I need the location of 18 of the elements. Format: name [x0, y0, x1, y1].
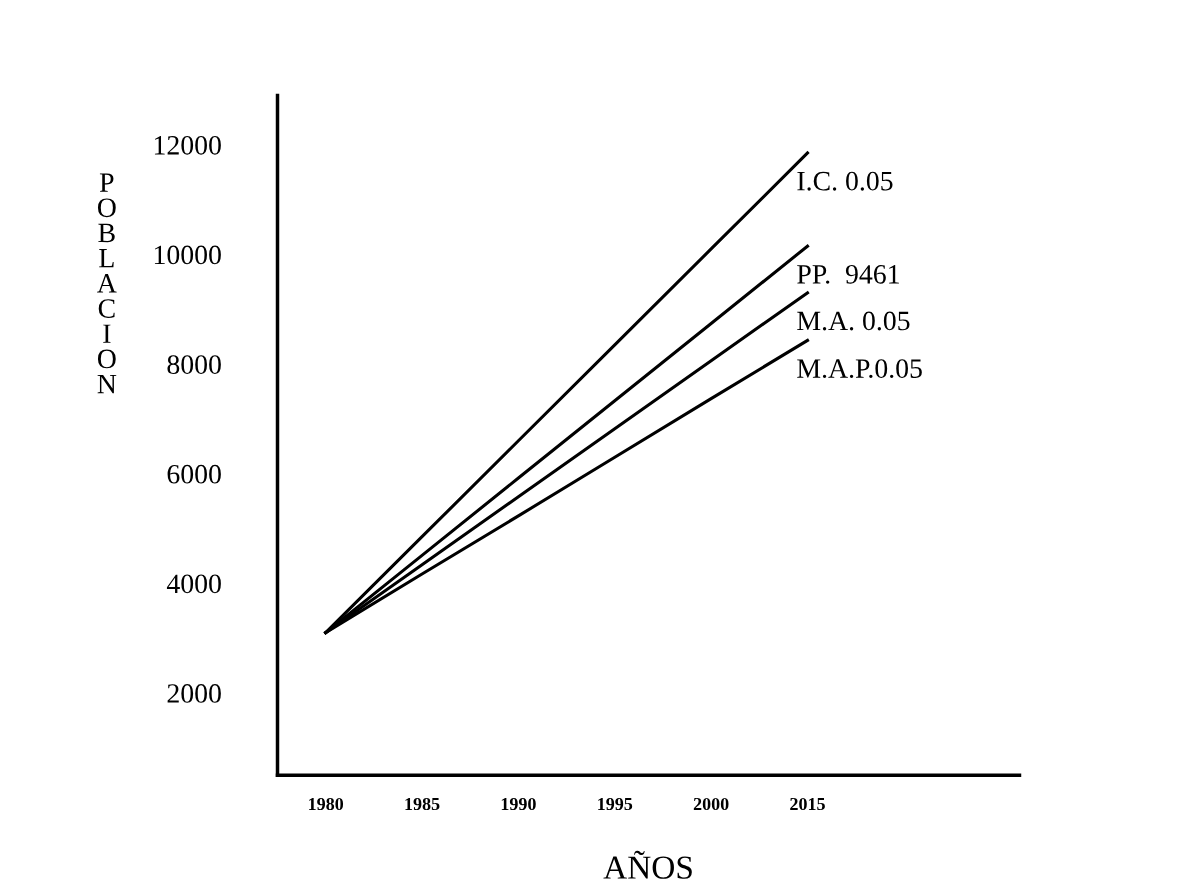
x-tick-label: 1985: [405, 797, 440, 811]
x-tick-label: 2015: [790, 797, 825, 811]
series-label: PP. 9461: [797, 265, 899, 284]
text: POBLACION: [97, 173, 117, 394]
x-tick-label: 1980: [309, 797, 344, 811]
y-tick-label: 10000: [154, 245, 221, 265]
x-tick-label: 1990: [501, 797, 536, 811]
x-tick-label: 2000: [693, 797, 729, 811]
x-tick-label: 1995: [598, 797, 633, 811]
series-label: M.A.P.0.05: [797, 359, 922, 379]
series-label: M.A. 0.05: [797, 311, 910, 331]
y-tick-label: 6000: [167, 464, 221, 484]
y-tick-label: 4000: [166, 574, 221, 594]
y-tick-label: 8000: [167, 355, 221, 374]
series-label: I.C. 0.05: [797, 171, 893, 191]
x-axis-title: AÑOS: [603, 850, 692, 879]
y-tick-label: 12000: [154, 135, 221, 155]
y-tick-label: 2000: [167, 684, 221, 703]
